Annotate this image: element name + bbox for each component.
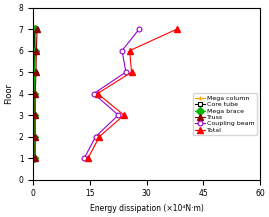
- Coupling beam: [83, 157, 86, 159]
- Mega brace: [33, 92, 36, 95]
- Line: Truss: Truss: [33, 26, 40, 161]
- Truss: [34, 135, 37, 138]
- Legend: Mega column, Core tube, Mega brace, Truss, Coupling beam, Total: Mega column, Core tube, Mega brace, Trus…: [193, 93, 257, 135]
- Line: Mega column: Mega column: [31, 27, 36, 161]
- Coupling beam: [117, 114, 120, 116]
- Core tube: [33, 71, 36, 73]
- Coupling beam: [92, 92, 95, 95]
- Mega brace: [33, 114, 36, 116]
- Truss: [34, 114, 37, 116]
- Core tube: [33, 135, 36, 138]
- Mega column: [32, 135, 35, 138]
- Mega column: [32, 114, 35, 116]
- Mega column: [32, 157, 35, 159]
- Mega column: [32, 49, 35, 52]
- Mega brace: [33, 135, 36, 138]
- Coupling beam: [94, 135, 97, 138]
- Core tube: [33, 157, 36, 159]
- Truss: [34, 92, 37, 95]
- Core tube: [33, 92, 36, 95]
- Line: Mega brace: Mega brace: [32, 26, 38, 161]
- Total: [128, 49, 131, 52]
- Total: [130, 71, 133, 73]
- Mega brace: [33, 157, 36, 159]
- Core tube: [33, 49, 36, 52]
- Line: Core tube: Core tube: [32, 27, 36, 160]
- Core tube: [33, 114, 36, 116]
- Mega column: [32, 92, 35, 95]
- Mega brace: [34, 49, 37, 52]
- Coupling beam: [137, 28, 141, 30]
- Total: [96, 92, 99, 95]
- Mega column: [32, 71, 35, 73]
- Total: [86, 157, 90, 159]
- Mega brace: [33, 71, 36, 73]
- Mega brace: [34, 28, 37, 30]
- Truss: [35, 49, 38, 52]
- Coupling beam: [121, 49, 124, 52]
- Truss: [34, 71, 38, 73]
- Core tube: [33, 28, 36, 30]
- X-axis label: Energy dissipation (×10⁴N·m): Energy dissipation (×10⁴N·m): [90, 204, 204, 213]
- Mega column: [32, 28, 35, 30]
- Total: [98, 135, 101, 138]
- Line: Total: Total: [85, 26, 180, 161]
- Total: [175, 28, 178, 30]
- Y-axis label: Floor: Floor: [4, 83, 13, 104]
- Line: Coupling beam: Coupling beam: [82, 27, 141, 161]
- Coupling beam: [124, 71, 128, 73]
- Total: [122, 114, 126, 116]
- Truss: [34, 157, 37, 159]
- Truss: [36, 28, 39, 30]
